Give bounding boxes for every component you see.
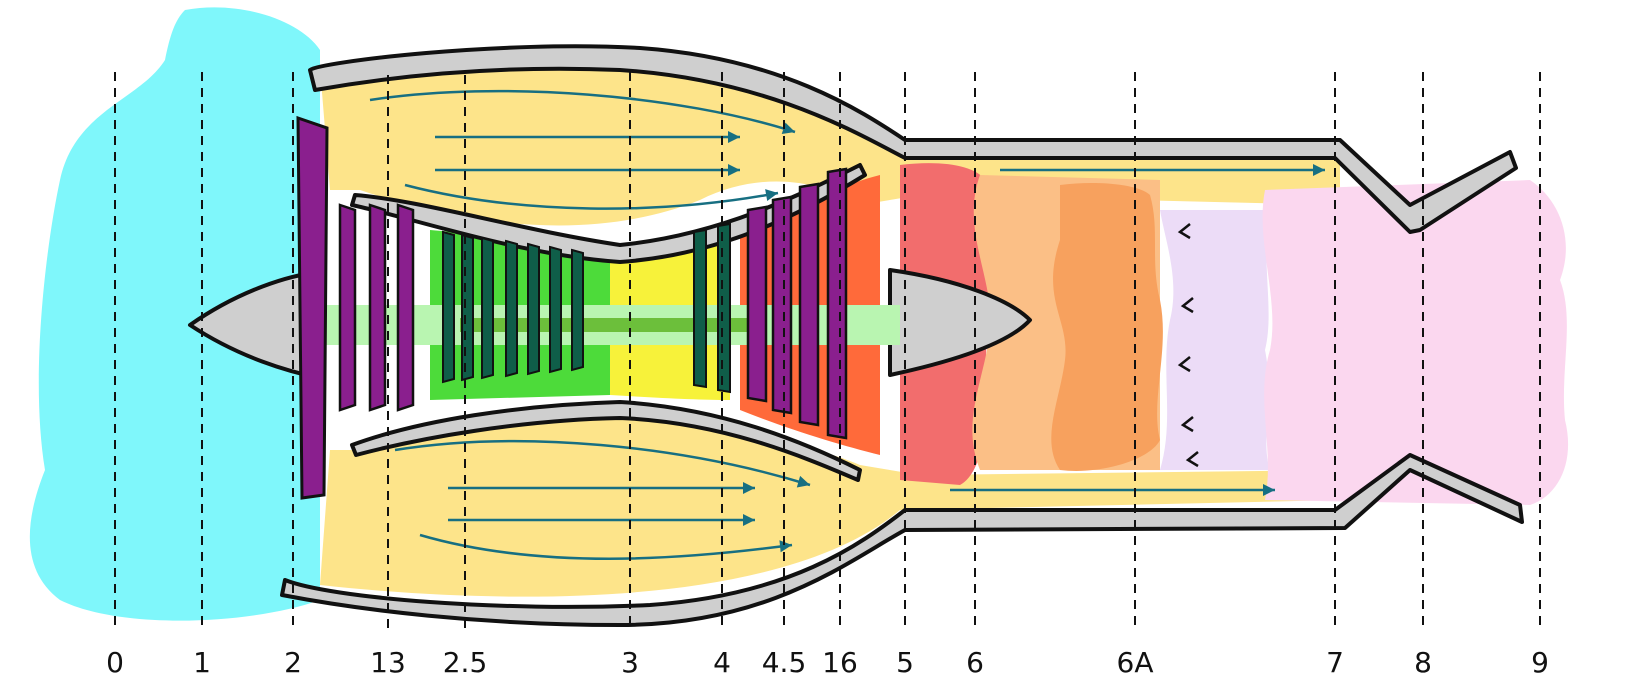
lpc-stages — [338, 203, 415, 412]
station-label: 6A — [1117, 646, 1154, 679]
bypass-lower-fill — [320, 410, 1340, 597]
fan-blade — [296, 115, 329, 500]
station-label: 13 — [370, 646, 406, 679]
fan-stage — [296, 115, 329, 500]
lpc-blade — [338, 203, 357, 412]
station-label: 8 — [1414, 646, 1432, 679]
station-label: 3 — [621, 646, 639, 679]
hpc-blade — [549, 245, 562, 374]
station-label: 4 — [713, 646, 731, 679]
lpc-blade — [396, 203, 415, 412]
hpc-blade — [505, 239, 518, 378]
flow-arrow-line — [369, 89, 796, 134]
flow-arrow-head — [1313, 164, 1325, 176]
station-markers: 0 1 2 13 2.5 3 4 4.5 16 5 6 6A 7 8 9 — [106, 72, 1549, 679]
flow-arrow-line — [394, 439, 811, 487]
flow-arrow-head — [743, 482, 755, 494]
flow-arrows — [369, 89, 1325, 560]
core-cowl-lower — [350, 400, 862, 482]
intake-region — [29, 7, 321, 621]
station-label: 16 — [822, 646, 858, 679]
hpc-blade — [461, 233, 474, 382]
station-label: 0 — [106, 646, 124, 679]
centerbody — [188, 268, 1032, 380]
station-label: 7 — [1326, 646, 1344, 679]
flow-arrow-head — [781, 122, 795, 134]
station-label: 2.5 — [443, 646, 488, 679]
flame-holder-mark — [1177, 223, 1191, 240]
station-label: 2 — [284, 646, 302, 679]
flame-holder-mark — [1180, 416, 1194, 433]
flame-holder-mark — [1180, 297, 1194, 314]
nozzle-exhaust-zone — [1262, 180, 1569, 505]
hpt-blade — [717, 222, 731, 394]
lpt-blade — [746, 205, 768, 403]
station-label: 6 — [966, 646, 984, 679]
lpt-blade — [771, 195, 793, 415]
flame-holders — [1177, 223, 1199, 468]
flow-arrow-head — [1263, 484, 1275, 496]
station-label: 1 — [193, 646, 211, 679]
flow-arrow-head — [728, 164, 740, 176]
nacelle-upper — [308, 44, 1518, 234]
lpt-blade — [826, 167, 848, 440]
engine-casing — [280, 44, 1524, 627]
lpc-blade — [368, 203, 387, 412]
hpc-stages — [442, 230, 584, 384]
lpt-blade — [798, 182, 820, 427]
station-label: 5 — [896, 646, 914, 679]
flow-arrow-head — [779, 540, 792, 553]
station-label: 9 — [1531, 646, 1549, 679]
afterburner-zone — [1051, 183, 1163, 471]
mixing-zone — [1160, 210, 1270, 470]
hpc-blade — [571, 248, 584, 372]
flow-arrow-line — [404, 183, 779, 210]
flow-arrow-head — [796, 475, 810, 488]
hpc-blade — [527, 242, 540, 376]
flow-arrow-head — [728, 131, 740, 143]
flow-arrow-head — [765, 189, 778, 201]
turbine-stages — [693, 167, 848, 440]
flow-arrow-head — [743, 514, 755, 526]
tail-cone — [888, 268, 1032, 377]
flame-holder-mark — [1185, 451, 1199, 468]
flow-arrow-line — [419, 533, 793, 560]
hpt-blade — [693, 228, 707, 389]
nacelle-lower — [280, 453, 1524, 627]
intake-airflow-fill — [29, 7, 321, 621]
flame-holder-mark — [1177, 356, 1191, 373]
station-label: 4.5 — [762, 646, 807, 679]
hpc-blade — [481, 236, 494, 380]
hpc-blade — [442, 230, 455, 384]
